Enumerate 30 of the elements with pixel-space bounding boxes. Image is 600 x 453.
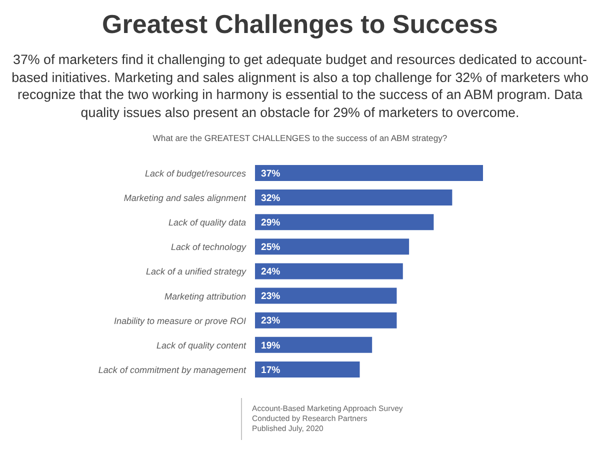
bar: [255, 312, 397, 328]
bar: [255, 288, 397, 304]
y-tick-label: Marketing and sales alignment: [124, 193, 246, 204]
y-tick-label: Marketing attribution: [164, 291, 246, 302]
bar: [255, 336, 372, 353]
y-tick-label: Lack of quality content: [156, 340, 246, 350]
data-label: 29%: [261, 218, 281, 229]
data-label: 19%: [261, 340, 281, 352]
y-tick-label: Lack of a unified strategy: [146, 266, 246, 277]
y-tick-label: Lack of commitment by management: [98, 364, 246, 375]
data-label: 37%: [261, 168, 281, 180]
data-label: 24%: [261, 266, 281, 278]
data-label: 23%: [261, 316, 281, 327]
y-tick-label: Lack of technology: [170, 242, 246, 252]
bar: [255, 190, 452, 206]
data-label: 17%: [261, 364, 281, 376]
y-tick-label: Inability to measure or prove ROI: [114, 316, 246, 326]
bar: [255, 263, 403, 280]
data-label: 23%: [261, 291, 281, 302]
bar: [255, 214, 434, 230]
bar: [255, 361, 360, 378]
bar: [255, 238, 410, 255]
chart-title: Greatest Challenges to Success: [101, 8, 499, 41]
bar: [255, 165, 483, 181]
y-tick-label: Lack of quality data: [168, 218, 246, 228]
chart-subtitle: 37% of marketers find it challenging to get adequate budget and resources dedicated to account-based initiatives. Marketing and sales alignment is also a top challenge for 32% of marketers who recognize that the two working in harmony is essential to the success of an ABM program. Data quality issues also present an obstacle for 29% of marketers to overcome.: [10, 51, 590, 121]
data-label: 25%: [261, 242, 281, 254]
text: What are the GREATEST CHALLENGES to the success of an ABM strategy?: [152, 132, 448, 145]
y-tick-label: Lack of budget/resources: [144, 168, 246, 178]
data-label: 32%: [261, 192, 281, 204]
